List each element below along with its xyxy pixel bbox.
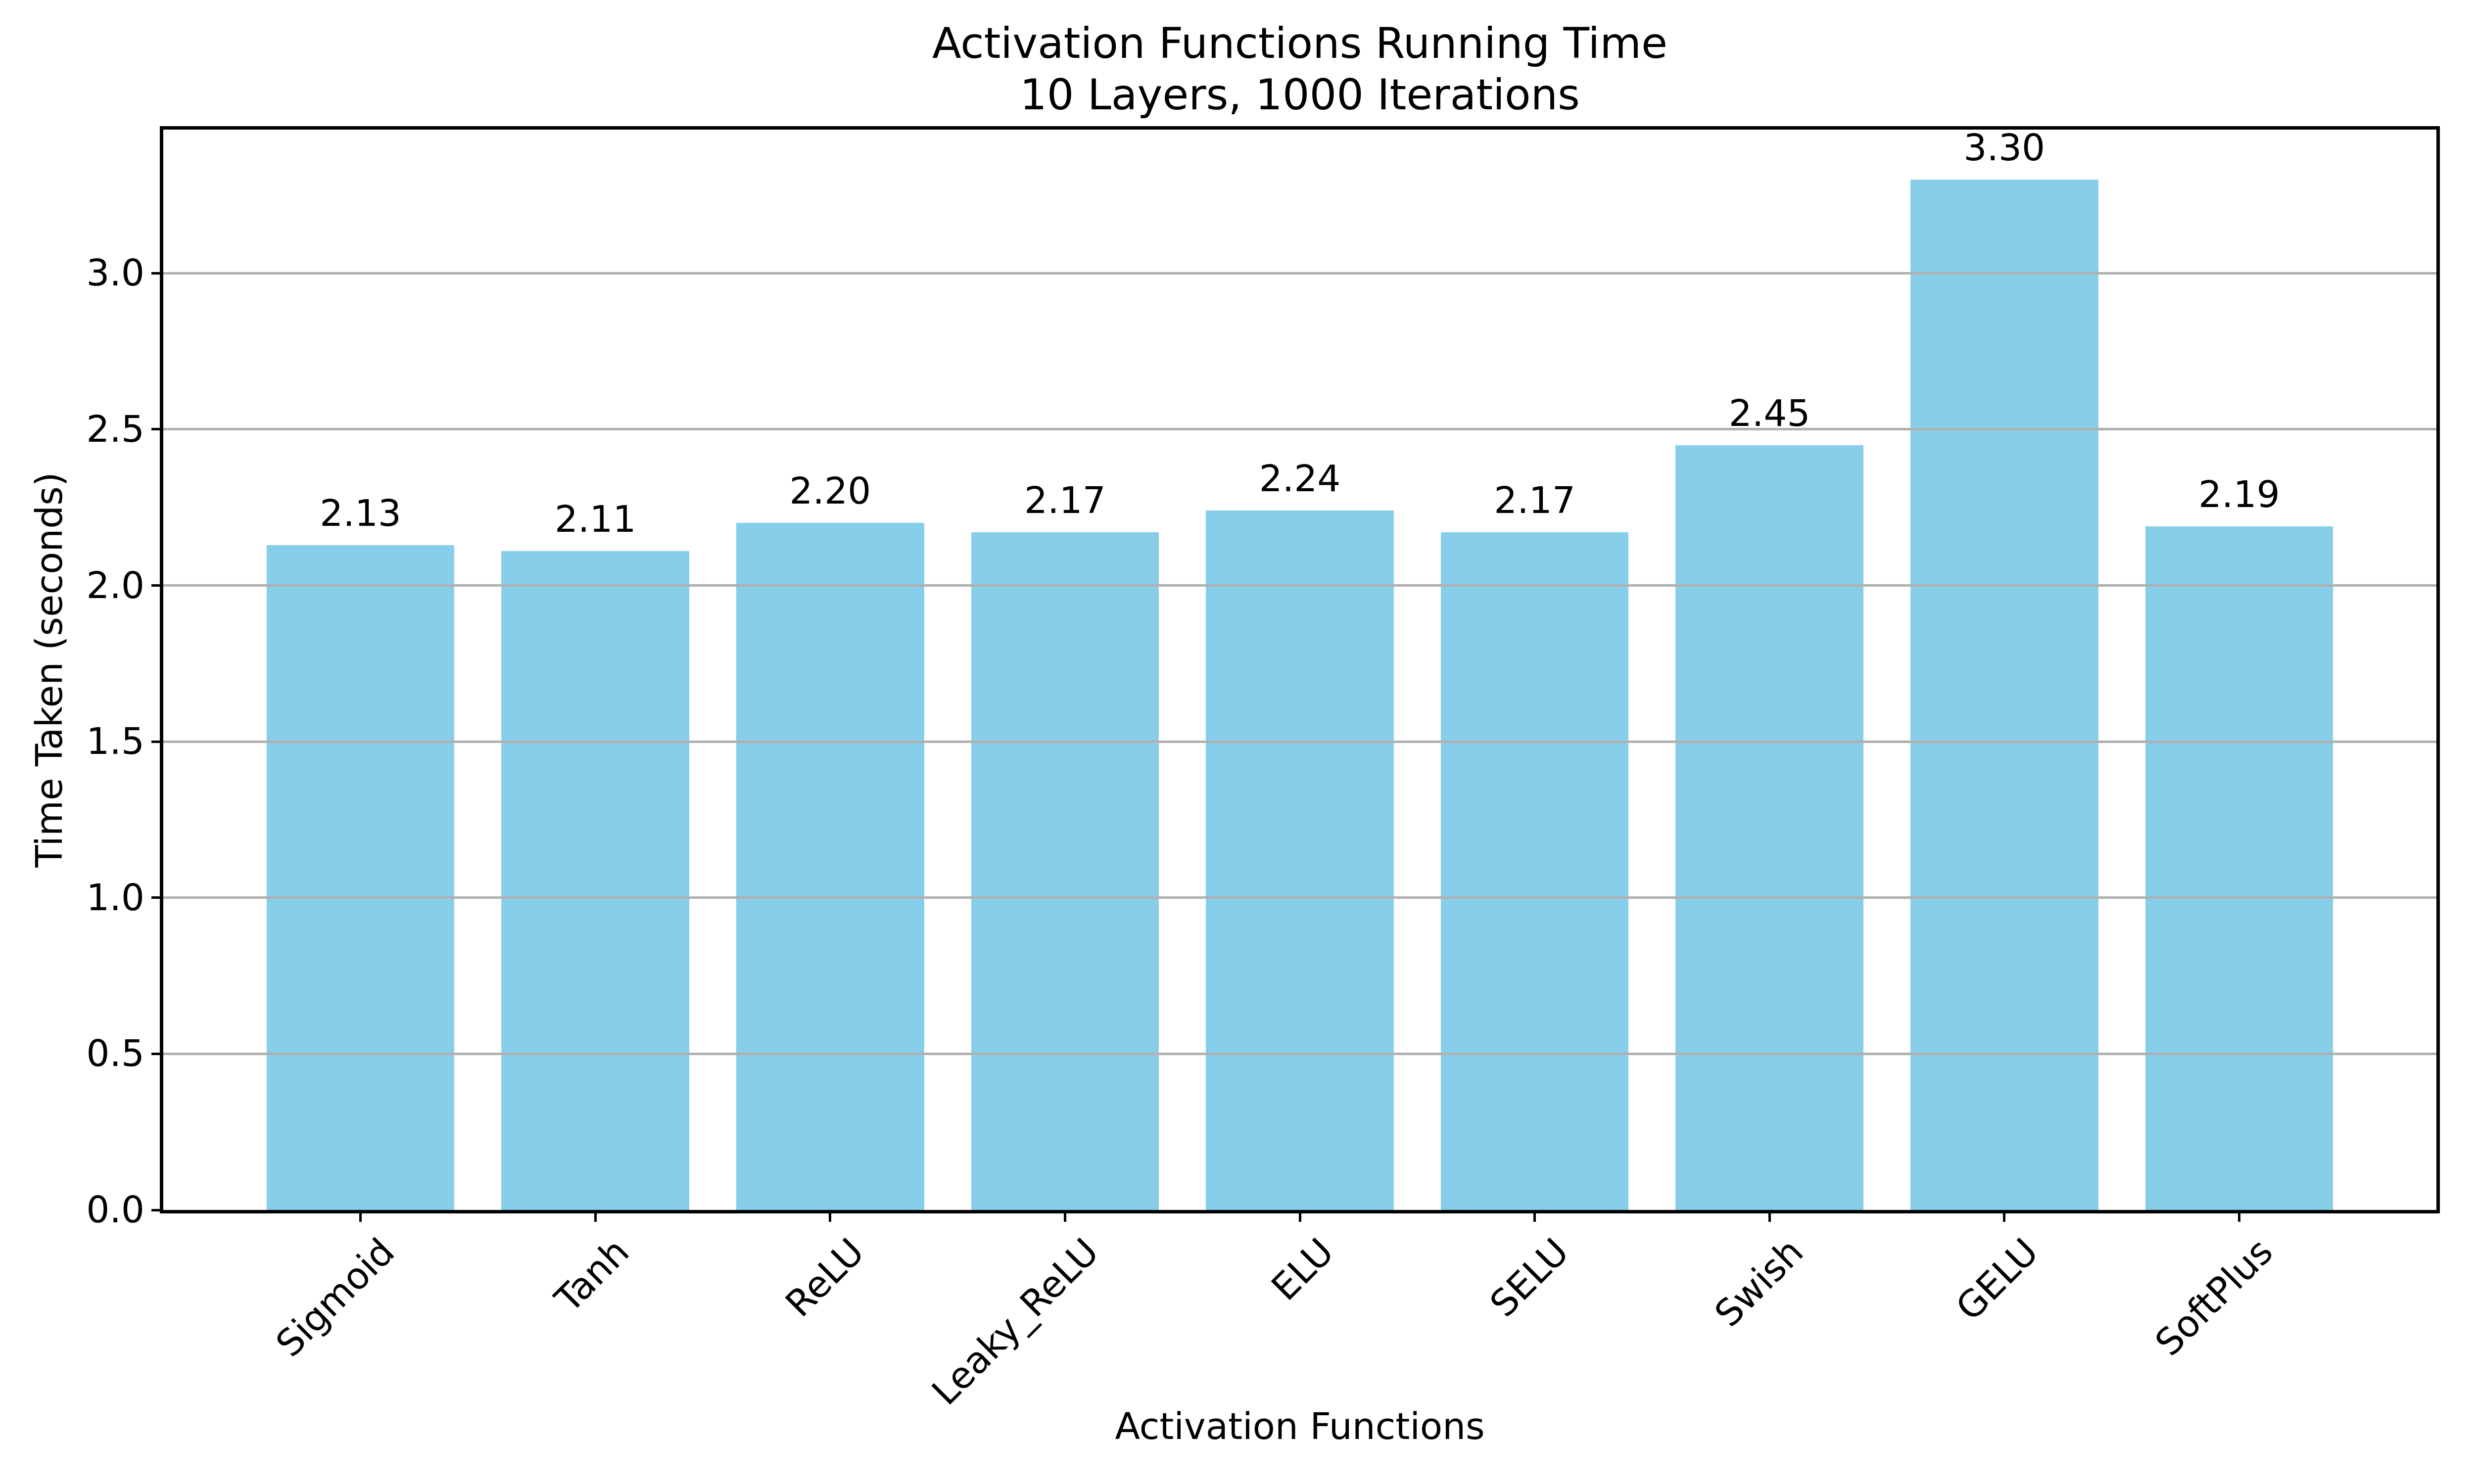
bar-value-label-SELU: 2.17	[1494, 479, 1575, 522]
bar-value-label-ELU: 2.24	[1259, 458, 1341, 501]
grid-line-y-2	[163, 584, 2436, 587]
bar-value-label-Swish: 2.45	[1728, 392, 1810, 435]
x-tick-mark	[2003, 1210, 2006, 1222]
y-tick-label: 0.0	[86, 1189, 144, 1231]
x-tick-mark	[2237, 1210, 2240, 1222]
grid-line-y-2.5	[163, 428, 2436, 431]
x-tick-mark	[359, 1210, 362, 1222]
bar-value-label-ReLU: 2.20	[789, 470, 871, 513]
y-tick-mark	[151, 428, 163, 431]
x-tick-mark	[594, 1210, 597, 1222]
x-tick-mark	[829, 1210, 832, 1222]
y-tick-label: 2.5	[86, 408, 144, 451]
y-tick-mark	[151, 584, 163, 587]
y-tick-label: 3.0	[86, 252, 144, 295]
bar-value-label-Tanh: 2.11	[554, 498, 636, 541]
bar-value-label-SoftPlus: 2.19	[2198, 473, 2280, 516]
y-tick-mark	[151, 1052, 163, 1055]
chart-title-line2: 10 Layers, 1000 Iterations	[1020, 70, 1580, 120]
chart-title-line1: Activation Functions Running Time	[932, 19, 1668, 68]
bar-Sigmoid	[266, 545, 455, 1210]
y-tick-label: 2.0	[86, 564, 144, 607]
x-tick-mark	[1298, 1210, 1301, 1222]
bar-Swish	[1675, 445, 1863, 1210]
grid-line-y-1	[163, 896, 2436, 899]
grid-line-y-0.5	[163, 1052, 2436, 1055]
bar-value-label-Sigmoid: 2.13	[320, 492, 402, 535]
y-tick-label: 0.5	[86, 1032, 144, 1075]
bar-Leaky_ReLU	[971, 532, 1159, 1210]
x-tick-mark	[1768, 1210, 1771, 1222]
y-tick-mark	[151, 1208, 163, 1211]
grid-line-y-1.5	[163, 740, 2436, 743]
bar-GELU	[1910, 180, 2098, 1210]
y-axis-label: Time Taken (seconds)	[28, 472, 71, 868]
bar-value-label-GELU: 3.30	[1963, 126, 2046, 169]
y-tick-mark	[151, 272, 163, 275]
bar-SELU	[1440, 532, 1629, 1210]
x-tick-mark	[1063, 1210, 1066, 1222]
x-tick-mark	[1533, 1210, 1536, 1222]
chart-title: Activation Functions Running Time 10 Lay…	[163, 18, 2436, 121]
grid-line-y-3	[163, 272, 2436, 275]
bar-ReLU	[736, 523, 924, 1210]
y-tick-mark	[151, 896, 163, 899]
y-tick-label: 1.5	[86, 720, 144, 763]
plot-area	[160, 126, 2440, 1213]
y-tick-mark	[151, 740, 163, 743]
bar-ELU	[1206, 510, 1394, 1210]
bar-Tanh	[501, 551, 690, 1210]
bar-value-label-Leaky_ReLU: 2.17	[1024, 479, 1106, 522]
x-axis-label: Activation Functions	[1115, 1405, 1485, 1448]
bar-SoftPlus	[2145, 526, 2333, 1210]
y-tick-label: 1.0	[86, 876, 144, 919]
